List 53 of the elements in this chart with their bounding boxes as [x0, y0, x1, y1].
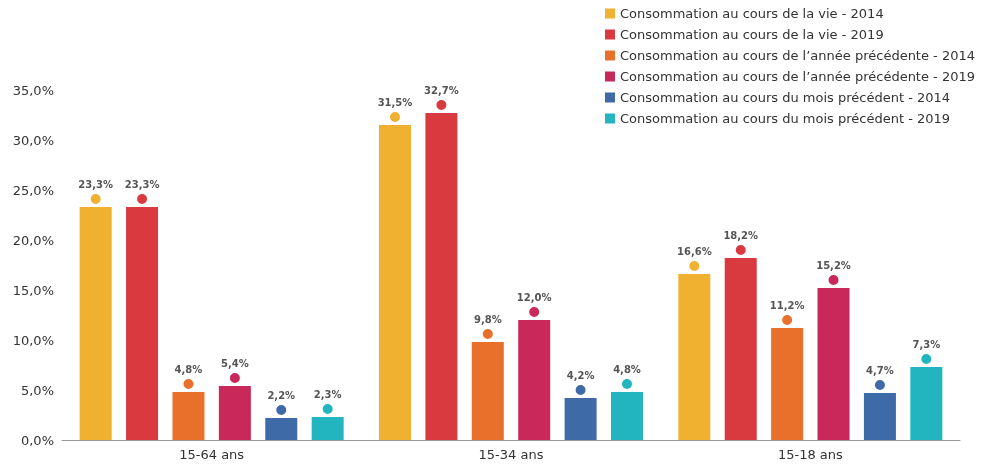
y-tick-label: 15,0%: [12, 282, 54, 298]
bar: [379, 125, 411, 440]
y-tick-label: 0,0%: [20, 432, 54, 448]
bar: [817, 288, 850, 440]
bar: [218, 386, 251, 440]
bar: [265, 418, 298, 440]
x-tick-label: 15-64 ans: [179, 447, 245, 462]
bar: [471, 342, 504, 440]
bar: [724, 258, 757, 440]
data-label: 16,6%: [676, 245, 712, 257]
bar: [172, 392, 205, 440]
y-tick-label: 20,0%: [12, 232, 54, 248]
bar: [425, 113, 458, 440]
legend-label: Consommation au cours de la vie - 2014: [619, 6, 884, 21]
y-tick-label: 35,0%: [12, 82, 54, 98]
data-label: 15,2%: [816, 259, 851, 271]
bar: [79, 207, 112, 440]
data-label: 4,7%: [866, 364, 894, 376]
data-label: 23,3%: [78, 178, 114, 190]
y-tick-label: 5,0%: [20, 382, 54, 398]
bar: [126, 207, 159, 440]
y-tick-label: 30,0%: [12, 132, 54, 148]
data-label: 18,2%: [723, 229, 759, 241]
data-label: 9,8%: [473, 313, 502, 325]
bar: [311, 417, 344, 440]
data-label: 5,4%: [221, 357, 249, 369]
data-label: 12,0%: [516, 291, 552, 303]
bar: [771, 328, 804, 440]
data-label: 32,7%: [424, 84, 459, 96]
data-label: 23,3%: [124, 178, 160, 190]
bar: [518, 320, 551, 440]
data-label: 7,3%: [912, 338, 941, 350]
legend-label: Consommation au cours du mois précédent - 2014: [619, 90, 951, 105]
y-tick-label: 10,0%: [12, 332, 54, 348]
data-label: 4,8%: [174, 363, 203, 375]
bar: [611, 392, 643, 440]
legend-label: Consommation au cours de l’année précédente - 2019: [619, 69, 975, 84]
legend-label: Consommation au cours de la vie - 2019: [619, 27, 884, 42]
bar: [564, 398, 597, 440]
bar: [863, 393, 896, 440]
data-label: 2,3%: [313, 388, 342, 400]
x-tick-label: 15-18 ans: [777, 447, 843, 462]
data-label: 11,2%: [769, 299, 805, 311]
bar: [678, 274, 711, 440]
x-tick-label: 15-34 ans: [478, 447, 544, 462]
legend-label: Consommation au cours du mois précédent - 2019: [619, 111, 951, 126]
data-label: 4,8%: [613, 363, 641, 375]
data-label: 2,2%: [267, 389, 296, 401]
data-label: 4,2%: [566, 369, 595, 381]
legend-label: Consommation au cours de l’année précédente - 2014: [619, 48, 975, 63]
bar: [910, 367, 943, 440]
y-tick-label: 25,0%: [12, 182, 54, 198]
data-label: 31,5%: [377, 96, 413, 108]
